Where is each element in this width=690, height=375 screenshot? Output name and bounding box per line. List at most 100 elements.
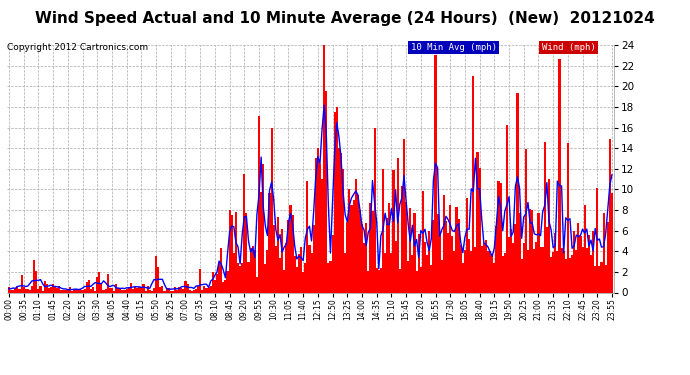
Bar bbox=[380, 268, 382, 292]
Bar bbox=[180, 288, 182, 292]
Bar bbox=[500, 183, 502, 292]
Bar bbox=[466, 198, 468, 292]
Bar bbox=[190, 291, 193, 292]
Bar bbox=[153, 288, 155, 292]
Bar bbox=[600, 262, 602, 292]
Bar bbox=[273, 225, 275, 292]
Bar bbox=[264, 264, 266, 292]
Bar bbox=[296, 267, 298, 292]
Bar bbox=[353, 200, 355, 292]
Bar bbox=[170, 291, 172, 292]
Bar bbox=[184, 281, 186, 292]
Bar bbox=[377, 270, 380, 292]
Bar bbox=[413, 213, 415, 292]
Bar bbox=[455, 207, 457, 292]
Bar bbox=[29, 290, 31, 292]
Bar bbox=[546, 226, 548, 292]
Bar bbox=[101, 283, 103, 292]
Bar bbox=[308, 245, 310, 292]
Bar bbox=[607, 222, 609, 292]
Bar bbox=[317, 148, 319, 292]
Bar bbox=[31, 286, 33, 292]
Bar bbox=[382, 169, 384, 292]
Bar bbox=[188, 290, 190, 292]
Bar bbox=[218, 262, 220, 292]
Bar bbox=[525, 148, 527, 292]
Bar bbox=[540, 247, 542, 292]
Bar bbox=[531, 210, 533, 292]
Bar bbox=[121, 290, 124, 292]
Bar bbox=[81, 290, 83, 292]
Bar bbox=[313, 225, 315, 292]
Bar bbox=[548, 179, 550, 292]
Bar bbox=[258, 116, 260, 292]
Bar bbox=[27, 290, 29, 292]
Bar bbox=[298, 254, 300, 292]
Bar bbox=[86, 282, 88, 292]
Bar bbox=[333, 112, 336, 292]
Bar bbox=[130, 283, 132, 292]
Bar bbox=[359, 210, 361, 292]
Bar bbox=[371, 211, 373, 292]
Bar bbox=[193, 290, 195, 292]
Bar bbox=[586, 248, 588, 292]
Bar bbox=[115, 284, 117, 292]
Bar bbox=[399, 269, 401, 292]
Bar bbox=[197, 286, 199, 292]
Bar bbox=[529, 209, 531, 292]
Bar bbox=[472, 76, 475, 292]
Bar bbox=[479, 168, 481, 292]
Bar bbox=[443, 195, 445, 292]
Bar bbox=[573, 231, 575, 292]
Bar bbox=[424, 242, 426, 292]
Bar bbox=[260, 192, 262, 292]
Bar bbox=[365, 224, 367, 292]
Bar bbox=[401, 186, 403, 292]
Bar bbox=[552, 252, 554, 292]
Bar bbox=[348, 189, 351, 292]
Bar bbox=[21, 275, 23, 292]
Bar bbox=[63, 290, 65, 292]
Bar bbox=[105, 289, 107, 292]
Bar bbox=[214, 280, 216, 292]
Bar bbox=[485, 240, 487, 292]
Bar bbox=[566, 143, 569, 292]
Bar bbox=[477, 152, 479, 292]
Bar bbox=[602, 213, 604, 292]
Bar bbox=[462, 263, 464, 292]
Bar bbox=[395, 241, 397, 292]
Bar bbox=[361, 224, 363, 292]
Bar bbox=[495, 226, 497, 292]
Bar bbox=[241, 263, 244, 292]
Bar bbox=[103, 290, 105, 292]
Bar bbox=[558, 59, 560, 292]
Bar bbox=[588, 234, 590, 292]
Bar bbox=[538, 213, 540, 292]
Bar bbox=[384, 253, 386, 292]
Bar bbox=[204, 285, 206, 292]
Bar bbox=[182, 290, 184, 292]
Bar bbox=[136, 288, 138, 292]
Bar bbox=[580, 236, 582, 292]
Bar bbox=[386, 218, 388, 292]
Text: Wind (mph): Wind (mph) bbox=[542, 43, 595, 52]
Bar bbox=[83, 289, 86, 292]
Bar bbox=[244, 174, 246, 292]
Bar bbox=[331, 235, 333, 292]
Bar bbox=[481, 246, 483, 292]
Bar bbox=[73, 289, 75, 292]
Bar bbox=[550, 257, 552, 292]
Bar bbox=[35, 271, 37, 292]
Bar bbox=[420, 267, 422, 292]
Bar bbox=[292, 215, 294, 292]
Bar bbox=[132, 288, 134, 292]
Bar bbox=[294, 255, 296, 292]
Bar bbox=[336, 107, 338, 292]
Bar bbox=[491, 254, 493, 292]
Bar bbox=[235, 212, 237, 292]
Bar bbox=[172, 291, 174, 292]
Bar bbox=[357, 195, 359, 292]
Bar bbox=[518, 213, 520, 292]
Text: Copyright 2012 Cartronics.com: Copyright 2012 Cartronics.com bbox=[7, 43, 148, 52]
Bar bbox=[315, 158, 317, 292]
